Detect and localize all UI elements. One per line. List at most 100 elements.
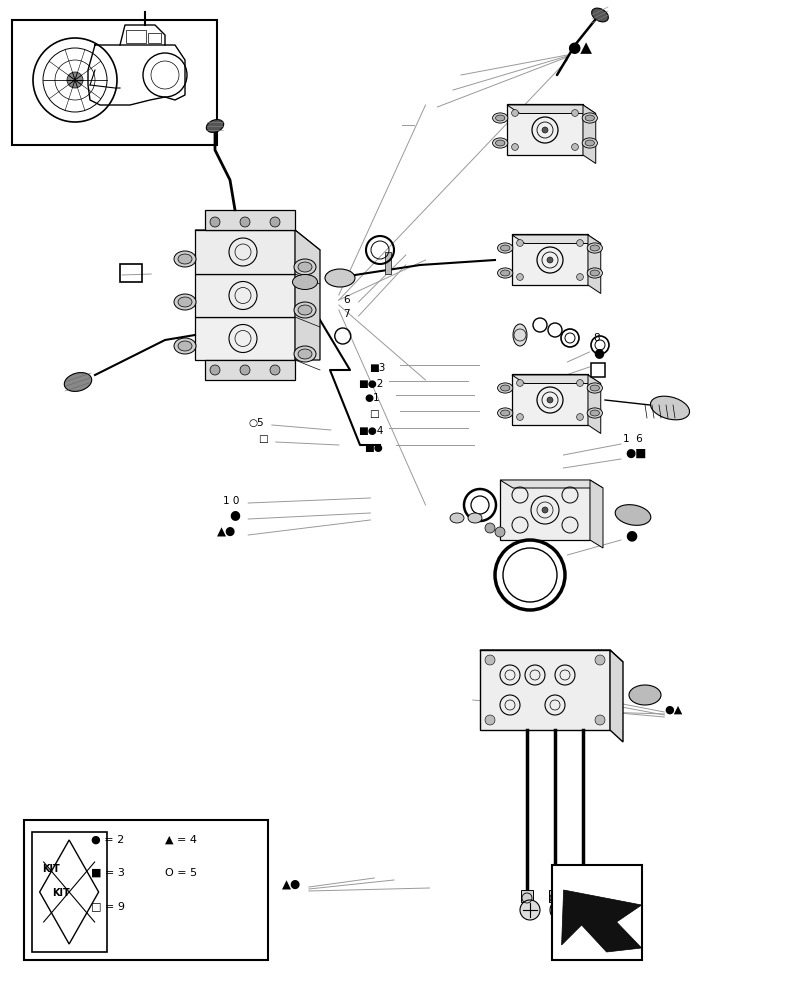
Text: ▲●: ▲●	[282, 878, 301, 891]
Circle shape	[517, 414, 523, 420]
Text: ●: ●	[593, 346, 604, 359]
Bar	[521, 890, 533, 902]
Ellipse shape	[325, 269, 355, 287]
Text: ●: ●	[229, 508, 240, 521]
Ellipse shape	[298, 305, 312, 315]
Text: ▲ = 4: ▲ = 4	[165, 835, 198, 845]
Ellipse shape	[500, 410, 510, 416]
Bar	[507, 104, 583, 155]
Ellipse shape	[496, 140, 505, 146]
Circle shape	[577, 900, 597, 920]
Text: 1  6: 1 6	[623, 434, 642, 444]
Ellipse shape	[174, 294, 196, 310]
Circle shape	[270, 365, 280, 375]
Bar	[500, 480, 590, 540]
Text: ●▲: ●▲	[664, 705, 682, 715]
Circle shape	[67, 72, 83, 88]
Ellipse shape	[174, 251, 196, 267]
Polygon shape	[512, 235, 600, 243]
Ellipse shape	[585, 140, 594, 146]
Ellipse shape	[500, 385, 510, 391]
Circle shape	[517, 240, 523, 246]
Ellipse shape	[582, 113, 597, 123]
Text: ■●2: ■●2	[358, 379, 383, 389]
Text: O = 5: O = 5	[165, 868, 198, 878]
Ellipse shape	[298, 349, 312, 359]
Circle shape	[485, 655, 495, 665]
Text: □ = 9: □ = 9	[91, 901, 125, 911]
Ellipse shape	[650, 396, 690, 420]
Circle shape	[577, 414, 583, 420]
Circle shape	[511, 110, 519, 116]
Ellipse shape	[587, 383, 603, 393]
Bar	[591, 363, 605, 377]
Ellipse shape	[592, 8, 608, 22]
Text: ▲●: ▲●	[217, 525, 236, 538]
Bar	[549, 890, 561, 902]
Circle shape	[571, 110, 578, 116]
Ellipse shape	[497, 243, 513, 253]
Text: ■●: ■●	[364, 443, 383, 453]
Ellipse shape	[492, 138, 507, 148]
Bar	[512, 374, 588, 425]
Ellipse shape	[294, 259, 316, 275]
Ellipse shape	[629, 685, 661, 705]
Ellipse shape	[513, 324, 527, 346]
Polygon shape	[588, 375, 600, 434]
Circle shape	[542, 507, 548, 513]
Text: KIT: KIT	[42, 864, 59, 874]
Circle shape	[270, 217, 280, 227]
Ellipse shape	[496, 115, 505, 121]
Text: 1 0: 1 0	[223, 496, 240, 506]
Bar	[120, 264, 142, 282]
Bar	[12, 20, 217, 145]
Bar	[195, 274, 295, 317]
Bar	[205, 210, 295, 230]
Ellipse shape	[174, 338, 196, 354]
Bar	[32, 832, 106, 952]
Polygon shape	[500, 480, 603, 488]
Ellipse shape	[587, 243, 603, 253]
Bar	[205, 360, 295, 380]
Circle shape	[485, 715, 495, 725]
Bar	[385, 252, 391, 274]
Polygon shape	[610, 650, 623, 742]
Polygon shape	[480, 650, 623, 662]
Polygon shape	[588, 235, 600, 294]
Ellipse shape	[500, 270, 510, 276]
Circle shape	[517, 274, 523, 280]
Ellipse shape	[497, 408, 513, 418]
Circle shape	[547, 397, 553, 403]
Polygon shape	[295, 230, 320, 360]
Circle shape	[595, 655, 605, 665]
Bar	[24, 820, 268, 960]
Text: ■ = 3: ■ = 3	[91, 868, 125, 878]
Text: ●■: ●■	[625, 447, 646, 460]
Circle shape	[240, 365, 250, 375]
Text: ■●4: ■●4	[358, 426, 383, 436]
Text: ● = 2: ● = 2	[91, 835, 124, 845]
Ellipse shape	[497, 383, 513, 393]
Ellipse shape	[590, 385, 600, 391]
Circle shape	[240, 217, 250, 227]
Bar	[195, 317, 295, 360]
Text: 8: 8	[593, 333, 600, 343]
Ellipse shape	[500, 245, 510, 251]
Ellipse shape	[615, 505, 651, 525]
Polygon shape	[507, 105, 596, 113]
Ellipse shape	[585, 115, 594, 121]
Ellipse shape	[582, 138, 597, 148]
Circle shape	[595, 715, 605, 725]
Circle shape	[511, 144, 519, 150]
Text: KIT: KIT	[52, 888, 69, 898]
Ellipse shape	[294, 346, 316, 362]
Ellipse shape	[587, 268, 603, 278]
Ellipse shape	[298, 262, 312, 272]
Text: □: □	[369, 409, 378, 419]
Ellipse shape	[492, 113, 507, 123]
Circle shape	[542, 127, 548, 133]
Circle shape	[547, 257, 553, 263]
Bar	[512, 234, 588, 285]
Text: 7: 7	[343, 309, 349, 319]
Ellipse shape	[206, 120, 224, 132]
